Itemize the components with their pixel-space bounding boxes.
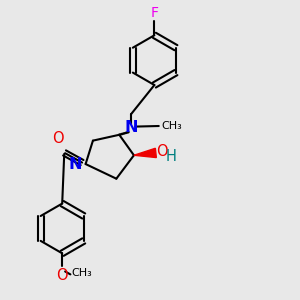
Text: F: F <box>150 6 158 20</box>
Text: O: O <box>156 144 168 159</box>
Text: N: N <box>124 120 138 135</box>
Polygon shape <box>134 148 156 158</box>
Text: O: O <box>56 268 68 283</box>
Text: CH₃: CH₃ <box>72 268 92 278</box>
Text: H: H <box>165 149 176 164</box>
Text: N: N <box>69 157 82 172</box>
Text: CH₃: CH₃ <box>161 121 182 131</box>
Text: O: O <box>52 131 64 146</box>
